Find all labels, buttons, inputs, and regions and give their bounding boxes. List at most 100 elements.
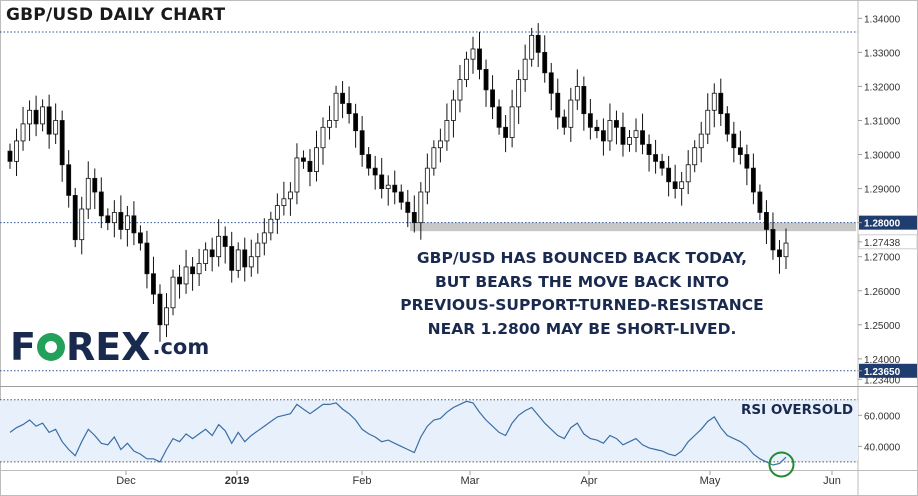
candle-down-body [340, 92, 345, 104]
candle-up-body [164, 307, 169, 326]
candle-down-body [659, 160, 665, 169]
candle [685, 150, 691, 195]
candle-down-body [72, 195, 78, 241]
candle [627, 130, 632, 152]
candle [385, 175, 391, 206]
candle-up-body [40, 106, 46, 125]
candle-down-body [372, 167, 378, 176]
candle [744, 144, 750, 186]
candle-up-body [711, 92, 717, 111]
candle-up-body [424, 167, 430, 193]
candle [607, 103, 613, 151]
price-axis-ticks: 1.34000 1.33000 1.32000 1.31000 1.30000 1.290… [858, 14, 918, 386]
candle-up-body [705, 109, 711, 135]
candle-down-body [724, 113, 730, 135]
candle [59, 110, 65, 182]
candle-up-body [457, 79, 463, 101]
candle [574, 69, 580, 110]
candle [398, 184, 404, 210]
candle [568, 87, 574, 142]
candle [764, 200, 769, 245]
price-tick-label: 1.27000 [864, 253, 901, 264]
candle-up-body [470, 48, 476, 60]
candle [7, 143, 13, 169]
candle [255, 233, 261, 274]
annotation-line-4: NEAR 1.2800 MAY BE SHORT-LIVED. [427, 319, 737, 338]
candle [111, 200, 117, 238]
price-tick-label: 1.24000 [864, 355, 901, 366]
candle-down-body [59, 120, 65, 166]
candle [20, 106, 26, 151]
candle [268, 211, 274, 241]
candle [281, 181, 287, 216]
candle [333, 85, 339, 128]
candle-down-body [392, 184, 398, 193]
price-level-badge [859, 215, 917, 230]
price-tick-label: 1.34000 [864, 14, 901, 25]
rsi-tick-label: 60.0000 [864, 411, 901, 422]
candle [490, 75, 495, 120]
price-tick-label: 1.33000 [864, 48, 901, 59]
candle [424, 153, 430, 205]
candle-down-body [646, 143, 652, 155]
candle-down-body [7, 150, 13, 162]
candle [724, 106, 730, 142]
candle [66, 150, 72, 208]
candle-up-body [679, 181, 685, 189]
candle-up-body [529, 34, 535, 60]
time-axis-ticks: Dec 2019 Feb Mar Apr May Jun [116, 471, 841, 487]
candle [431, 140, 437, 176]
candle [203, 242, 209, 272]
candle-down-body [301, 157, 306, 162]
candle-up-body [170, 276, 176, 309]
candle-down-body [764, 212, 769, 230]
price-tick-label: 1.23650 [864, 367, 901, 378]
candle-up-body [53, 120, 59, 135]
candle-up-body [574, 86, 580, 101]
candle [151, 256, 156, 305]
candle-down-body [496, 106, 502, 128]
annotation-line-3: PREVIOUS-SUPPORT-TURNED-RESISTANCE [400, 296, 764, 314]
candle-down-body [229, 246, 235, 271]
candle [692, 140, 698, 173]
candle [411, 195, 417, 233]
candle-up-body [431, 147, 437, 169]
candle-down-body [307, 160, 313, 172]
candle-up-body [235, 249, 241, 271]
candle [561, 109, 567, 135]
candle-down-body [144, 242, 150, 275]
candle [705, 93, 711, 144]
chart-title: GBP/USD DAILY CHART [6, 5, 226, 25]
candle [242, 237, 248, 282]
candle [653, 139, 659, 174]
candle [261, 218, 267, 256]
candle [92, 168, 98, 210]
candle [340, 80, 345, 119]
candle [757, 184, 763, 220]
candle [222, 226, 228, 264]
candle-down-body [366, 154, 372, 169]
rsi-oversold-label: RSI OVERSOLD [741, 402, 854, 418]
candle [144, 230, 150, 289]
candle-up-body [27, 109, 32, 125]
candle [14, 128, 19, 176]
candle-up-body [633, 130, 639, 138]
candle [307, 149, 313, 187]
candle-down-body [640, 130, 645, 145]
candle-up-body [320, 126, 326, 149]
candle-down-body [535, 34, 541, 53]
time-tick-label: May [700, 475, 721, 487]
candle [587, 99, 593, 140]
candle [535, 23, 541, 68]
candle-up-body [20, 123, 26, 142]
candle-down-body [379, 174, 385, 189]
candle-down-body [614, 120, 619, 128]
candle [718, 78, 724, 126]
candle-up-body [698, 133, 704, 149]
candle-down-body [483, 69, 489, 91]
candle [346, 86, 352, 124]
candle [529, 27, 535, 67]
candle-up-body [274, 205, 280, 220]
candle [783, 228, 789, 269]
candle-up-body [568, 99, 574, 128]
